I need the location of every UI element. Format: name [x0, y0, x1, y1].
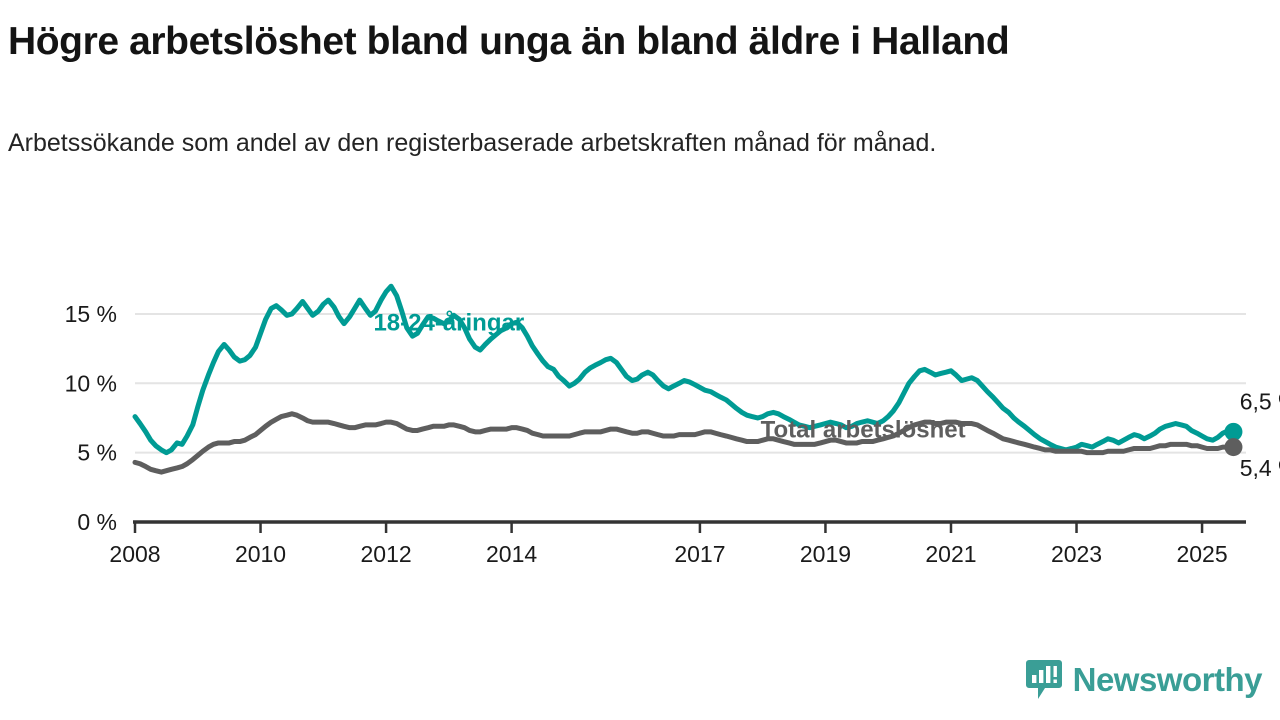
- end-markers: [1224, 422, 1243, 457]
- x-tick-label: 2021: [925, 541, 976, 567]
- x-tick-label: 2017: [674, 541, 725, 567]
- x-tick-label: 2023: [1051, 541, 1102, 567]
- y-axis-labels: 0 % 5 % 10 % 15 %: [65, 301, 117, 535]
- end-value-label: 6,5 %: [1240, 389, 1280, 415]
- x-axis-labels: 2008 2010 2012 2014 2017 2019 2021 2023 2025: [109, 541, 1227, 567]
- chart-container: 0 % 5 % 10 % 15 % 2008 2010 2012 2014 2017 2019 2…: [0, 250, 1280, 590]
- x-axis: [133, 520, 1246, 533]
- x-tick-label: 2014: [486, 541, 537, 567]
- y-tick-label: 0 %: [77, 509, 117, 535]
- x-tick-label: 2012: [360, 541, 411, 567]
- logo-wordmark: Newsworthy: [1072, 661, 1263, 698]
- page-title: Högre arbetslöshet bland unga än bland ä…: [8, 20, 1010, 63]
- chart-annotations: 18-24-åringar Total arbetslöshet 6,5 % 5,4 …: [373, 310, 1280, 482]
- series-line: [132, 283, 1236, 456]
- y-tick-label: 15 %: [65, 301, 117, 327]
- x-tick-label: 2019: [800, 541, 851, 567]
- series-name-label: 18-24-åringar: [373, 310, 524, 337]
- newsworthy-logo: Newsworthy: [1025, 658, 1263, 702]
- series-name-label: Total arbetslöshet: [761, 416, 966, 443]
- page-subtitle: Arbetssökande som andel av den registerb…: [8, 129, 937, 157]
- x-tick-label: 2025: [1176, 541, 1227, 567]
- series-line: [132, 411, 1236, 475]
- series-lines: [132, 283, 1236, 475]
- end-point-marker: [1224, 438, 1243, 457]
- x-tick-label: 2010: [235, 541, 286, 567]
- bar-chart-speech-bubble-icon: [1025, 660, 1062, 699]
- line-chart: 0 %5 %10 %15 % 2008 2010 2012 2014 2017 2019 2…: [65, 283, 1280, 567]
- x-tick-label: 2008: [109, 541, 160, 567]
- end-value-label: 5,4 %: [1240, 455, 1280, 481]
- y-tick-label: 5 %: [77, 440, 117, 466]
- end-point-marker: [1224, 422, 1243, 441]
- y-tick-label: 10 %: [65, 370, 117, 396]
